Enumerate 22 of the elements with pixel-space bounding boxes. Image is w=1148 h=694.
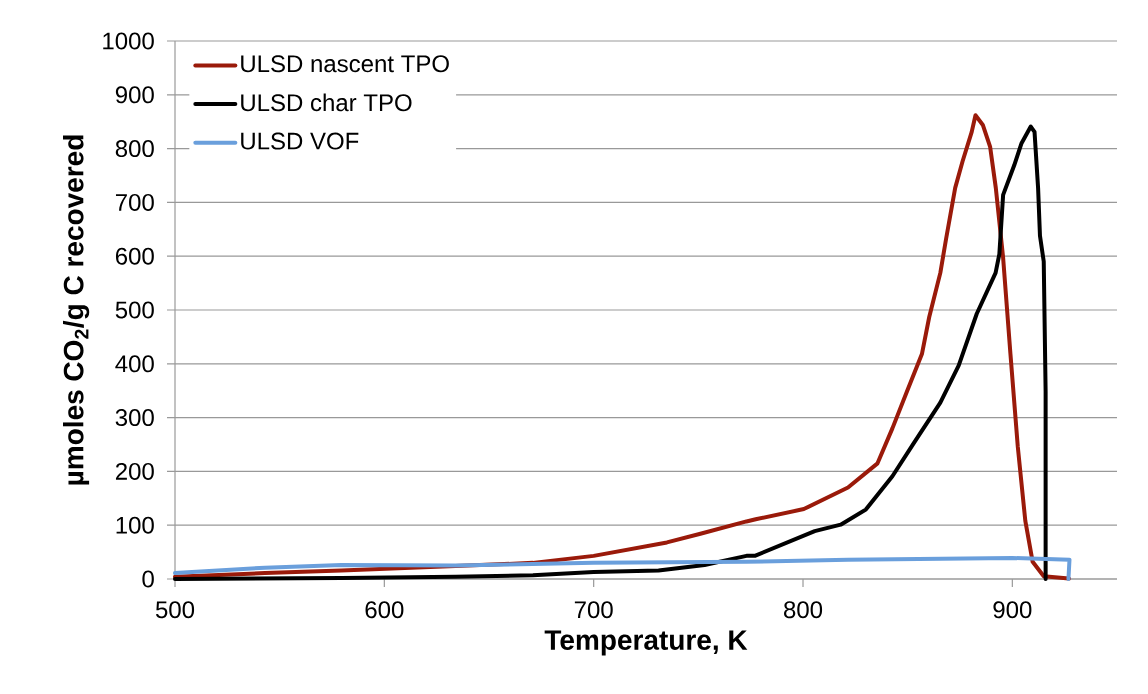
y-axis-title: µmoles CO$_{2}$/g C recovered [63,135,90,485]
legend-label: ULSD nascent TPO [241,55,449,73]
legend-label: ULSD char TPO [241,93,412,112]
y-tick-label: 500 [115,301,154,319]
x-tick-label: 600 [365,601,404,619]
y-tick-label: 400 [115,355,154,373]
y-tick-label: 0 [142,570,154,588]
y-tick-label: 1000 [103,32,154,50]
x-axis-title: Temperature, K [544,630,748,656]
x-tick-label: 900 [993,601,1032,619]
legend-label: ULSD VOF [241,132,359,150]
y-tick-label: 900 [115,86,154,104]
line-series [173,556,1072,581]
y-tick-label: 200 [115,462,154,480]
y-tick-label: 100 [116,516,154,534]
y-tick-label: 800 [115,140,154,158]
x-tick-label: 700 [574,601,613,619]
y-tick-label: 300 [115,409,154,427]
x-tick-label: 800 [784,601,823,619]
x-tick-label: 500 [155,601,195,619]
y-tick-label: 600 [115,247,154,265]
y-tick-label: 700 [115,193,154,211]
